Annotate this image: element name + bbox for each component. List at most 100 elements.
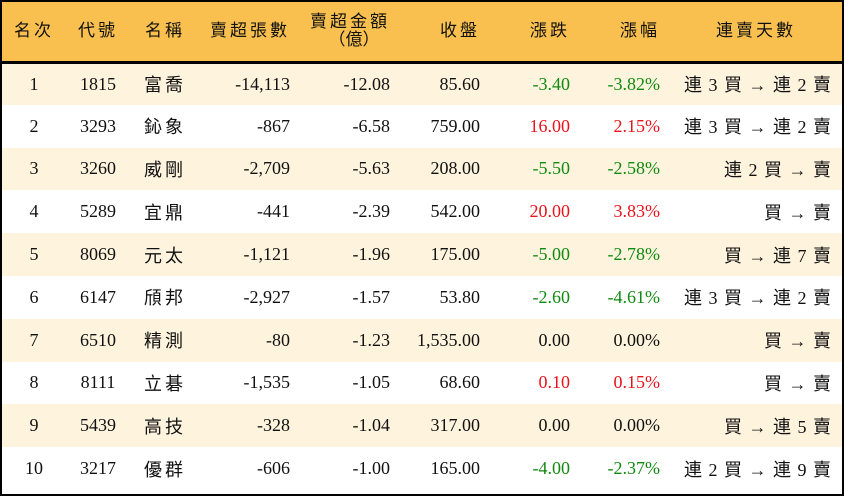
cell-close: 53.80 (439, 286, 481, 307)
cell-code: 3217 (80, 458, 116, 479)
cell-change-pct: -4.61% (607, 286, 661, 307)
cell-change-pct: -2.58% (607, 158, 661, 179)
cell-code: 6147 (80, 286, 116, 307)
cell-close: 208.00 (430, 158, 481, 179)
cell-name[interactable]: 精測 (144, 331, 186, 352)
cell-name[interactable]: 威剛 (144, 159, 186, 180)
header-change[interactable]: 漲跌 (490, 2, 580, 64)
cell-name[interactable]: 立碁 (144, 373, 186, 394)
cell-close: 542.00 (430, 201, 481, 222)
cell-rank: 8 (29, 372, 39, 393)
cell-code: 6510 (80, 329, 116, 350)
header-sell-lots[interactable]: 賣超張數 (200, 2, 300, 64)
cell-streak: 連 3 買 → 連 2 賣 (684, 288, 832, 309)
cell-code: 3293 (80, 115, 116, 136)
cell-streak: 連 3 買 → 連 2 賣 (684, 117, 832, 138)
cell-rank: 6 (29, 286, 39, 307)
cell-name[interactable]: 優群 (144, 459, 186, 480)
table-row[interactable]: 3 3260 威剛 -2,709 -5.63 208.00 -5.50 -2.5… (2, 147, 842, 191)
header-change-pct[interactable]: 漲幅 (580, 2, 670, 64)
cell-change: 20.00 (529, 201, 571, 222)
header-rank[interactable]: 名次 (2, 2, 66, 64)
table-row[interactable]: 1 1815 富喬 -14,113 -12.08 85.60 -3.40 -3.… (2, 62, 842, 105)
header-name[interactable]: 名稱 (130, 2, 200, 64)
cell-close: 68.60 (439, 372, 481, 393)
cell-sell-amount: -12.08 (343, 73, 391, 94)
cell-change: -4.00 (532, 458, 571, 479)
header-row: 名次 代號 名稱 賣超張數 賣超金額 （億） 收盤 漲跌 漲幅 連賣天數 (2, 2, 842, 64)
cell-rank: 4 (29, 201, 39, 222)
cell-change-pct: 0.00% (613, 415, 661, 436)
cell-change-pct: 0.15% (613, 372, 661, 393)
cell-streak: 買 → 連 5 賣 (724, 416, 832, 437)
cell-sell-amount: -1.96 (352, 244, 391, 265)
cell-name[interactable]: 頎邦 (144, 288, 186, 309)
cell-streak: 買 → 賣 (764, 331, 832, 352)
cell-code: 3260 (80, 158, 116, 179)
table-row[interactable]: 9 5439 高技 -328 -1.04 317.00 0.00 0.00% 買… (2, 404, 842, 448)
cell-code: 8111 (80, 372, 116, 393)
cell-change-pct: 2.15% (613, 115, 661, 136)
cell-rank: 7 (29, 329, 39, 350)
cell-change-pct: -2.37% (607, 458, 661, 479)
cell-streak: 買 → 連 7 賣 (724, 245, 832, 266)
table-row[interactable]: 6 6147 頎邦 -2,927 -1.57 53.80 -2.60 -4.61… (2, 275, 842, 319)
cell-close: 317.00 (430, 415, 481, 436)
cell-change-pct: -2.78% (607, 244, 661, 265)
cell-change-pct: -3.82% (607, 73, 661, 94)
cell-change: -5.50 (532, 158, 571, 179)
cell-sell-lots: -867 (257, 115, 290, 136)
cell-code: 8069 (80, 244, 116, 265)
cell-rank: 5 (29, 244, 39, 265)
cell-change: 0.00 (538, 329, 571, 350)
cell-change-pct: 3.83% (613, 201, 661, 222)
header-code[interactable]: 代號 (66, 2, 130, 64)
table-row[interactable]: 2 3293 鈊象 -867 -6.58 759.00 16.00 2.15% … (2, 104, 842, 148)
header-close[interactable]: 收盤 (400, 2, 490, 64)
cell-code: 5289 (80, 201, 116, 222)
cell-sell-lots: -1,535 (243, 372, 291, 393)
cell-change: 0.10 (538, 372, 571, 393)
cell-rank: 10 (25, 458, 43, 479)
cell-streak: 買 → 賣 (764, 202, 832, 223)
cell-name[interactable]: 鈊象 (144, 117, 186, 138)
sell-ranking-table: 名次 代號 名稱 賣超張數 賣超金額 （億） 收盤 漲跌 漲幅 連賣天數 1 1… (2, 2, 842, 490)
table-row[interactable]: 4 5289 宜鼎 -441 -2.39 542.00 20.00 3.83% … (2, 190, 842, 234)
cell-code: 1815 (80, 73, 116, 94)
cell-sell-lots: -328 (257, 415, 290, 436)
header-streak[interactable]: 連賣天數 (670, 2, 842, 64)
cell-streak: 連 2 買 → 賣 (724, 159, 832, 180)
cell-sell-lots: -2,927 (243, 286, 291, 307)
cell-close: 165.00 (430, 458, 481, 479)
cell-sell-amount: -1.23 (352, 329, 391, 350)
cell-name[interactable]: 宜鼎 (144, 202, 186, 223)
header-sell-amount-line1: 賣超金額 (310, 12, 390, 32)
table-row[interactable]: 8 8111 立碁 -1,535 -1.05 68.60 0.10 0.15% … (2, 361, 842, 405)
cell-name[interactable]: 富喬 (144, 75, 186, 96)
cell-sell-amount: -1.00 (352, 458, 391, 479)
cell-name[interactable]: 高技 (144, 416, 186, 437)
table-row[interactable]: 7 6510 精測 -80 -1.23 1,535.00 0.00 0.00% … (2, 318, 842, 362)
cell-close: 85.60 (439, 73, 481, 94)
cell-rank: 3 (29, 158, 39, 179)
cell-change-pct: 0.00% (613, 329, 661, 350)
table-row[interactable]: 5 8069 元太 -1,121 -1.96 175.00 -5.00 -2.7… (2, 233, 842, 276)
cell-rank: 1 (29, 73, 39, 94)
cell-sell-lots: -2,709 (243, 158, 291, 179)
cell-sell-lots: -14,113 (235, 73, 290, 94)
cell-change: 0.00 (538, 415, 571, 436)
cell-sell-amount: -1.04 (352, 415, 391, 436)
cell-name[interactable]: 元太 (144, 245, 186, 266)
cell-streak: 連 2 買 → 連 9 賣 (684, 459, 832, 480)
cell-rank: 2 (29, 115, 39, 136)
cell-code: 5439 (80, 415, 116, 436)
header-sell-amount[interactable]: 賣超金額 （億） (300, 2, 400, 64)
cell-close: 759.00 (430, 115, 481, 136)
cell-sell-amount: -6.58 (352, 115, 391, 136)
table-row[interactable]: 10 3217 優群 -606 -1.00 165.00 -4.00 -2.37… (2, 447, 842, 490)
cell-streak: 買 → 賣 (764, 373, 832, 394)
cell-close: 1,535.00 (417, 329, 480, 350)
cell-sell-amount: -1.57 (352, 286, 391, 307)
cell-sell-lots: -1,121 (243, 244, 291, 265)
